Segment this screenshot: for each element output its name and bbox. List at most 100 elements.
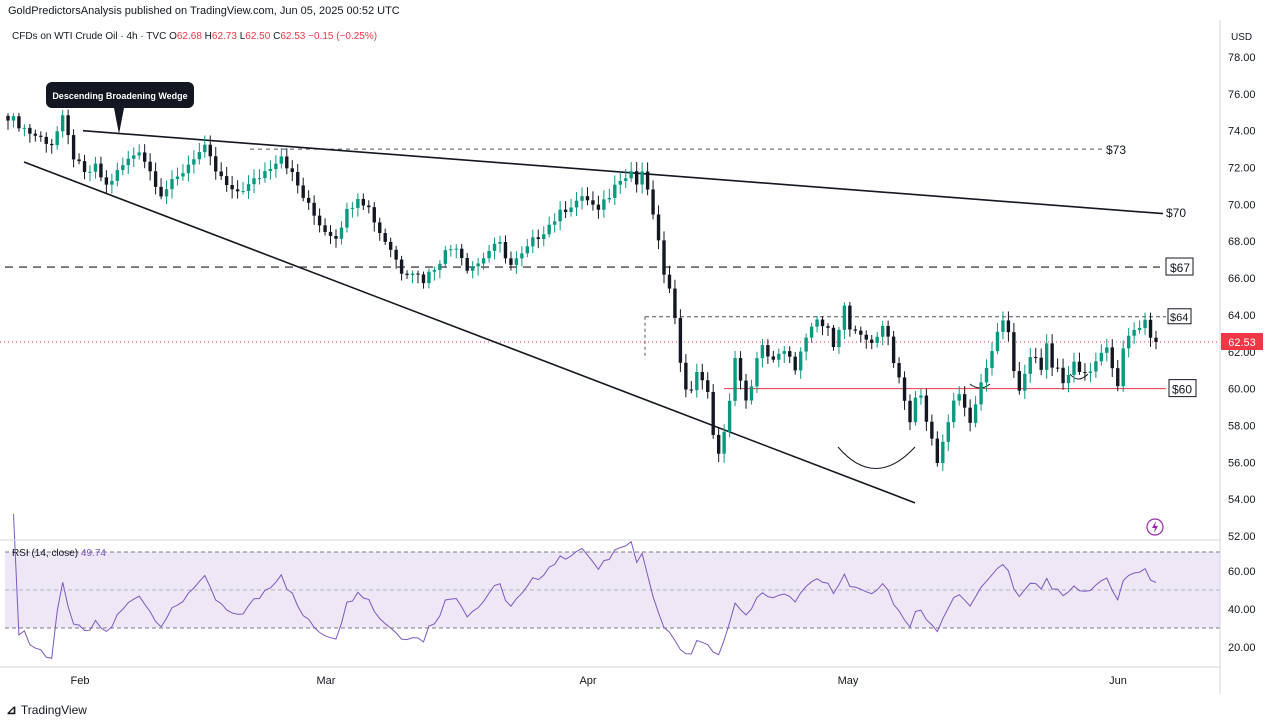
candle-body [421,274,426,284]
candle-body [634,171,639,185]
candle-body [263,171,267,179]
candle-body [706,380,710,392]
candle-body [1017,371,1022,391]
candle-body [733,358,737,401]
candle-body [771,356,776,360]
candle-body [279,156,284,164]
candle-body [569,207,573,212]
candle-body [153,171,158,187]
candle-body [214,156,218,172]
tradingview-footer: ⊿ TradingView [6,702,87,718]
candle-body [164,189,169,197]
candle-body [552,221,557,225]
candle-body [416,273,420,275]
candle-body [962,394,967,408]
candle-body [618,180,622,185]
candle-body [1066,375,1071,384]
candle-body [837,329,841,348]
candle-body [984,367,989,383]
level-67-box [1165,257,1194,276]
x-tick-label: Mar [317,675,336,687]
candle-body [1116,368,1120,387]
candle-body [880,325,885,337]
candle-body [1039,357,1043,370]
candle-body [700,371,704,381]
candle-body [1077,361,1082,372]
candle-body [913,397,918,423]
candle-body [44,136,48,144]
candle-body [1012,332,1016,372]
candle-body [170,179,174,190]
candle-body [536,237,540,239]
candle-body [1050,343,1054,368]
candle-body [891,336,896,364]
candle-body [678,317,683,363]
candle-body [383,233,387,242]
y-tick-label: 64.00 [1228,310,1256,322]
candle-body [995,331,1000,352]
ohlc-legend: CFDs on WTI Crude Oil · 4h · TVC O62.68 … [12,31,377,42]
level-73-label: $73 [1106,143,1126,157]
y-tick-label: 72.00 [1228,163,1256,175]
candle-body [766,345,770,357]
candle-body [334,235,338,239]
candle-body [1072,361,1076,376]
annotation-box [46,82,194,108]
candle-body [394,249,398,260]
candle-body [1055,367,1060,369]
candle-body [323,225,327,232]
candle-body [443,250,448,264]
y-tick-label: 52.00 [1228,531,1256,543]
candle-body [449,249,453,251]
candle-body [82,161,87,172]
candle-body [306,197,311,203]
candle-body [831,327,836,348]
candle-body [71,135,76,160]
candle-body [826,326,830,328]
candle-body [919,395,923,398]
candle-body [952,400,956,423]
candle-body [629,171,633,179]
candle-body [640,171,644,185]
level-70-label: $70 [1166,206,1186,220]
level-64-box [1167,308,1192,325]
candle-body [55,131,59,146]
candle-body [897,363,901,378]
candle-body [727,400,732,432]
candle-body [148,161,152,172]
candle-body [744,380,748,401]
candle-body [815,319,819,327]
candle-body [296,172,300,186]
candle-body [1028,357,1032,374]
candle-body [17,116,21,129]
candle-body [1126,335,1131,349]
y-tick-label: 76.00 [1228,89,1256,101]
x-tick-label: Apr [579,675,596,687]
candle-body [864,334,868,340]
candle-body [224,176,229,186]
small-rounding-arc [1069,373,1089,380]
candle-body [1121,348,1125,387]
candle-body [662,240,666,275]
candle-body [498,242,502,244]
candle-body [651,189,655,215]
candle-body [405,273,409,276]
candle-body [481,258,486,264]
currency-label: USD [1231,32,1252,43]
lightning-icon [1152,521,1158,533]
candle-body [50,143,54,146]
candle-body [285,156,289,169]
candle-body [591,200,595,205]
candle-body [88,171,92,173]
candle-body [1023,373,1027,391]
x-tick-label: Feb [71,675,90,687]
candle-body [378,222,382,234]
candle-body [301,185,305,198]
candle-body [1137,327,1142,330]
candle-body [438,263,442,270]
candle-body [656,214,661,241]
candle-body [11,116,16,121]
candle-body [274,163,278,169]
candle-body [1099,352,1104,362]
